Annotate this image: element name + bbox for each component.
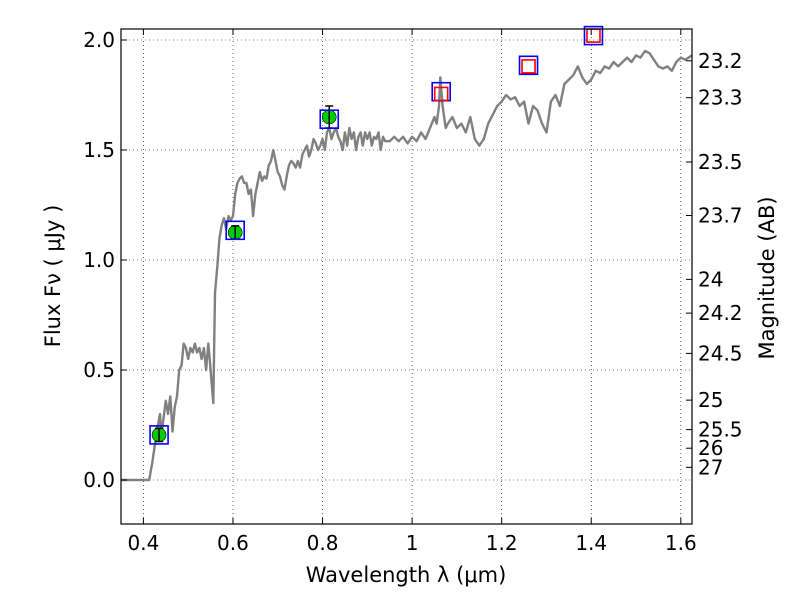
y-tick-label: 1.5	[83, 138, 115, 162]
x-tick-label: 0.4	[127, 531, 159, 555]
y2-tick-label: 26	[698, 436, 723, 460]
y2-tick-label: 25.5	[698, 418, 743, 442]
x-tick-label: 0.6	[217, 531, 249, 555]
y2-tick-label: 25	[698, 388, 723, 412]
x-tick-label: 1.2	[486, 531, 518, 555]
x-tick-label: 1	[406, 531, 419, 555]
y2-tick-label: 24	[698, 267, 723, 291]
y2-tick-label: 27	[698, 455, 723, 479]
model-spectrum	[121, 49, 693, 482]
data-point-square	[521, 59, 536, 74]
y2-tick-label: 23.5	[698, 150, 743, 174]
data-point-square	[149, 425, 169, 445]
x-axis-ticks: 0.4 0.6 0.8 1 1.2 1.4 1.6	[127, 29, 697, 555]
x-tick-label: 1.4	[575, 531, 607, 555]
y2-tick-label: 24.5	[698, 341, 743, 365]
data-points	[149, 25, 604, 445]
data-point-square	[583, 25, 604, 46]
grid-lines	[121, 29, 692, 524]
y-tick-label: 1.0	[83, 248, 115, 272]
x-tick-label: 0.8	[307, 531, 339, 555]
model-spectrum-line	[121, 49, 693, 482]
data-point-square	[225, 220, 245, 241]
x-axis-label: Wavelength λ (μm)	[306, 563, 507, 587]
y2-tick-label: 23.2	[698, 49, 743, 73]
y-axis-ticks: 0.0 0.5 1.0 1.5 2.0	[83, 28, 127, 492]
y2-axis-label: Magnitude (AB)	[755, 196, 779, 359]
y2-tick-label: 24.2	[698, 301, 743, 325]
y2-tick-label: 23.7	[698, 204, 743, 228]
y-tick-label: 0.5	[83, 358, 115, 382]
data-point-square	[319, 109, 340, 129]
y-tick-label: 2.0	[83, 28, 115, 52]
y2-tick-label: 23.3	[698, 86, 743, 110]
y-tick-label: 0.0	[83, 468, 115, 492]
data-point-square	[433, 86, 449, 102]
plot-frame	[120, 28, 693, 525]
data-point-square	[518, 55, 539, 76]
y-axis-label: Flux Fν ( μJy )	[41, 205, 65, 348]
x-tick-label: 1.6	[665, 531, 697, 555]
